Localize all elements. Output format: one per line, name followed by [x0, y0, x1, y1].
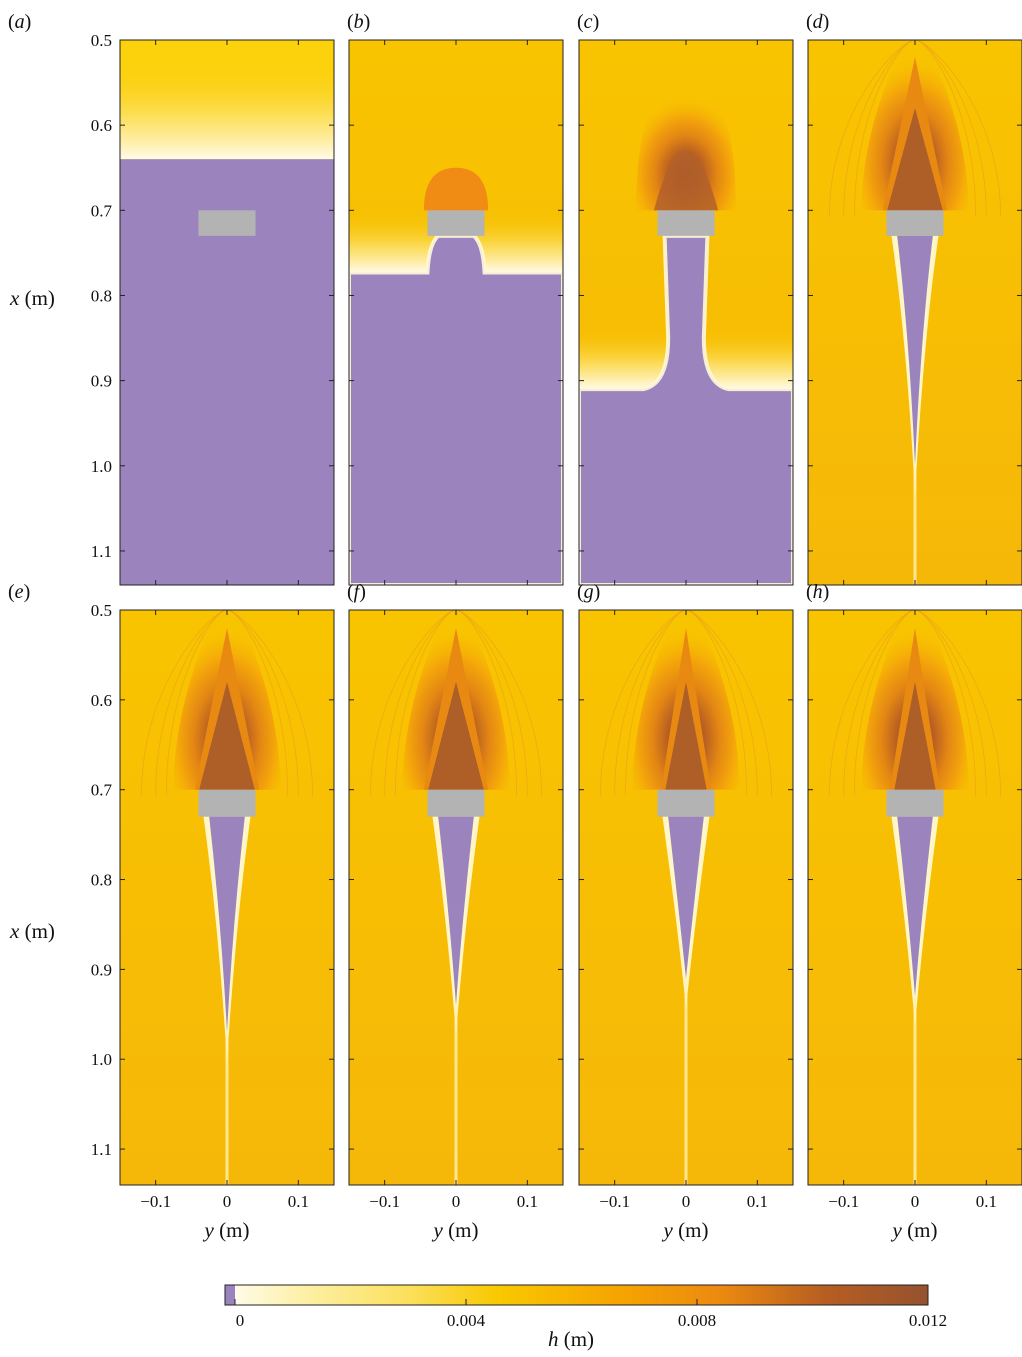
obstacle	[886, 210, 944, 236]
x-axis-label: x (m)	[9, 286, 55, 310]
x-tick-label: 0.5	[91, 31, 112, 50]
y-tick-label: −0.1	[369, 1192, 400, 1211]
y-tick-label: 0.1	[747, 1192, 768, 1211]
y-tick-label: 0	[223, 1192, 232, 1211]
panel-e: 0.5 0.6 0.7 0.8 0.9 1.0 1.1 −0.1 0 0.1 y (m) x (m) (…	[8, 581, 335, 1242]
panel-f: −0.1 0 0.1 y (m) (f)	[347, 581, 564, 1242]
y-tick-label: −0.1	[140, 1192, 171, 1211]
x-axis-label: x (m)	[9, 919, 55, 943]
thick-region	[636, 82, 736, 211]
panels: 0.5 0.6 0.7 0.8 0.9 1.0 1.1 x (m) (a) (b) (c) (d) 0.…	[8, 11, 1022, 1242]
x-tick-label: 1.0	[91, 457, 112, 476]
y-tick-label: 0	[452, 1192, 461, 1211]
panel-c: (c)	[577, 11, 794, 586]
colorbar-tick-label: 0.012	[909, 1311, 947, 1330]
x-tick-label: 0.6	[91, 116, 112, 135]
y-tick-label: 0	[682, 1192, 691, 1211]
colorbar-dry-swatch	[225, 1285, 235, 1305]
dry-region	[579, 235, 793, 585]
panel-label: (g)	[577, 581, 600, 603]
y-tick-label: −0.1	[599, 1192, 630, 1211]
panel-a: 0.5 0.6 0.7 0.8 0.9 1.0 1.1 x (m) (a)	[8, 11, 335, 586]
obstacle	[198, 210, 256, 236]
y-axis-label: y (m)	[432, 1218, 479, 1242]
panel-label: (d)	[806, 11, 829, 33]
panel-g: −0.1 0 0.1 y (m) (g)	[577, 581, 794, 1242]
colorbar-frame	[224, 1284, 929, 1306]
y-axis-label: y (m)	[891, 1218, 938, 1242]
colorbar-tick-label: 0.008	[678, 1311, 716, 1330]
colorbar: 0 0.004 0.008 0.012 h (m)	[224, 1284, 947, 1351]
panel-label: (f)	[347, 581, 366, 603]
panel-label: (h)	[806, 581, 829, 603]
y-axis-label: y (m)	[203, 1218, 250, 1242]
y-axis-label: y (m)	[662, 1218, 709, 1242]
panel-label: (e)	[8, 581, 30, 603]
panel-h: −0.1 0 0.1 y (m) (h)	[806, 581, 1022, 1242]
panel-d: (d)	[806, 11, 1022, 586]
dry-region	[438, 816, 474, 1006]
dry-region	[897, 235, 933, 466]
x-tick-label: 0.7	[91, 781, 113, 800]
obstacle	[886, 789, 944, 817]
obstacle	[657, 789, 715, 817]
thick-region	[423, 167, 489, 211]
dry-region	[897, 816, 933, 997]
x-tick-label: 1.1	[91, 1140, 112, 1159]
colorbar-tick-label: 0	[236, 1311, 245, 1330]
panel-b: (b)	[347, 11, 564, 586]
dry-region	[668, 816, 704, 979]
y-tick-label: 0	[911, 1192, 920, 1211]
panel-label: (a)	[8, 11, 31, 33]
dry-region	[349, 235, 563, 585]
x-tick-label: 0.5	[91, 601, 112, 620]
obstacle	[198, 789, 256, 817]
dry-region	[209, 816, 245, 1033]
x-tick-label: 0.7	[91, 201, 113, 220]
panel-label: (c)	[577, 11, 599, 33]
colorbar-gradient	[235, 1285, 928, 1305]
y-tick-label: 0.1	[976, 1192, 997, 1211]
y-tick-label: −0.1	[828, 1192, 859, 1211]
obstacle	[657, 210, 715, 236]
y-tick-label: 0.1	[288, 1192, 309, 1211]
colorbar-label: h (m)	[548, 1327, 594, 1351]
colorbar-tick-label: 0.004	[447, 1311, 486, 1330]
x-tick-label: 1.1	[91, 542, 112, 561]
x-tick-label: 0.8	[91, 871, 112, 890]
x-tick-label: 1.0	[91, 1050, 112, 1069]
obstacle	[427, 789, 485, 817]
x-tick-label: 0.9	[91, 960, 112, 979]
x-tick-label: 0.8	[91, 286, 112, 305]
x-tick-label: 0.6	[91, 691, 112, 710]
y-tick-label: 0.1	[517, 1192, 538, 1211]
panel-label: (b)	[347, 11, 370, 33]
x-tick-label: 0.9	[91, 372, 112, 391]
obstacle	[427, 210, 485, 236]
